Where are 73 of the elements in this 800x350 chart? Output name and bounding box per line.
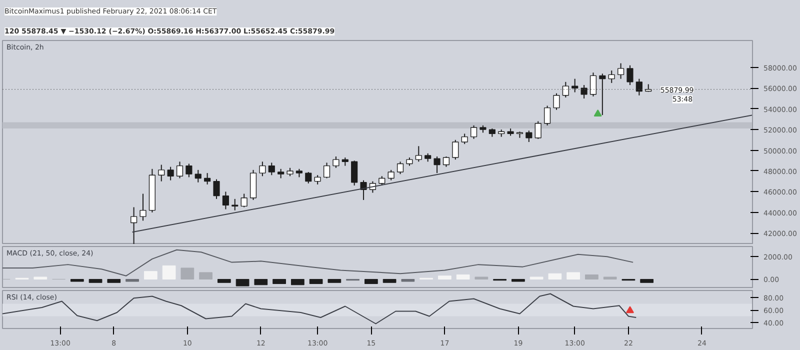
candlestick <box>590 72 597 97</box>
bar <box>144 271 158 280</box>
bar <box>603 276 617 280</box>
bar <box>585 274 598 280</box>
candlestick <box>222 191 229 210</box>
bar <box>566 272 580 280</box>
candlestick <box>434 156 440 174</box>
candlestick <box>599 73 606 116</box>
bar <box>290 278 304 286</box>
bar <box>309 278 323 284</box>
bar <box>512 278 525 282</box>
candlestick <box>452 139 459 160</box>
candlestick <box>580 84 588 99</box>
candlestick <box>314 174 321 185</box>
candlestick <box>278 168 284 179</box>
bar <box>640 278 654 283</box>
bar <box>162 265 176 280</box>
bar <box>438 276 452 280</box>
bar <box>70 278 84 282</box>
bar <box>126 278 139 282</box>
bar <box>456 274 470 280</box>
bar <box>328 278 342 283</box>
bar <box>272 278 286 284</box>
candlestick <box>140 193 146 222</box>
bar <box>530 276 544 280</box>
candlestick <box>378 176 386 186</box>
candlestick <box>553 92 560 110</box>
bar <box>236 278 250 286</box>
bar <box>401 278 415 282</box>
candlestick <box>562 81 569 98</box>
candlestick <box>626 64 634 86</box>
candlestick <box>268 162 275 176</box>
candlestick <box>618 62 624 80</box>
candlestick <box>442 156 450 168</box>
bar <box>364 278 378 284</box>
candlestick <box>158 164 165 182</box>
candlestick <box>332 156 340 168</box>
candlestick <box>470 124 478 140</box>
bar <box>180 268 194 280</box>
bar <box>474 276 488 280</box>
bar <box>107 278 121 283</box>
bar <box>548 273 562 280</box>
candlestick <box>194 169 202 183</box>
candlestick <box>323 162 330 179</box>
candlestick <box>396 161 404 175</box>
candlestick <box>415 146 422 162</box>
candlestick <box>360 180 367 200</box>
candlestick <box>534 120 542 140</box>
candlestick <box>186 163 192 178</box>
candlestick <box>176 161 184 179</box>
candlestick <box>213 178 220 200</box>
candlestick <box>526 130 532 142</box>
candlestick <box>305 172 312 184</box>
bar <box>34 276 48 280</box>
candlestick <box>544 105 551 126</box>
bar <box>88 278 102 283</box>
candlestick <box>608 70 615 84</box>
bar <box>199 272 212 280</box>
bar <box>217 278 231 283</box>
candlestick <box>461 133 468 145</box>
bar <box>254 278 268 286</box>
candlestick <box>130 206 138 244</box>
line-series <box>2 293 637 324</box>
bar <box>382 278 396 283</box>
candlestick <box>636 78 642 96</box>
candlestick <box>240 193 248 208</box>
candlestick <box>351 160 358 186</box>
candlestick <box>259 161 266 177</box>
candlestick <box>572 78 578 93</box>
candlestick <box>204 172 211 185</box>
candlestick <box>167 166 174 181</box>
candlestick <box>388 169 394 181</box>
line-series <box>2 249 634 276</box>
